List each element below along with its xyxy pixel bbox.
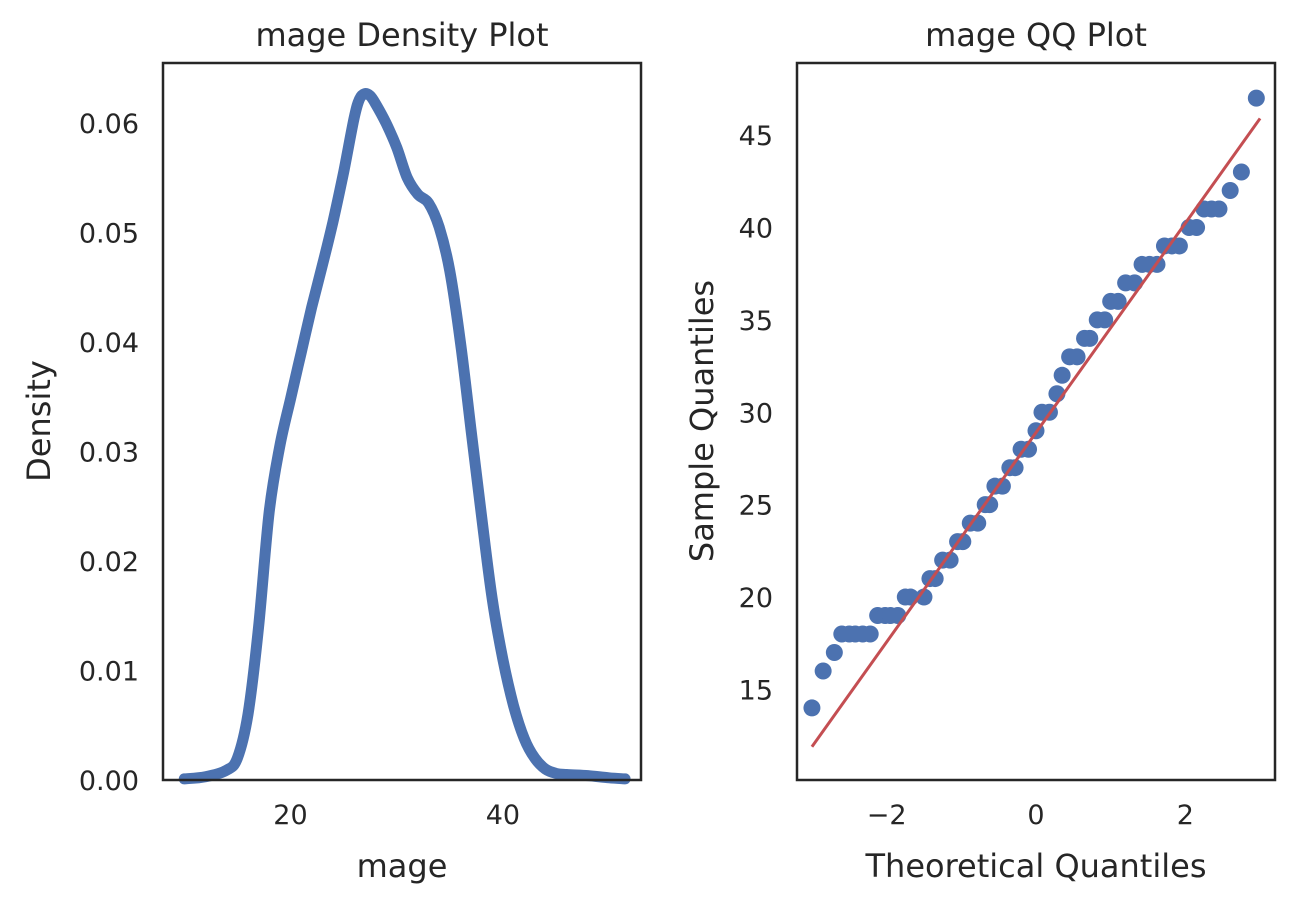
qq-point [1081,329,1099,347]
qq-y-tick-label: 45 [739,121,773,152]
qq-plot-title: mage QQ Plot [925,16,1147,54]
qq-y-tick-label: 25 [739,491,773,522]
density-curve [178,88,631,785]
qq-point [1068,348,1086,366]
density-y-tick-label: 0.04 [79,328,139,359]
density-x-ticks: 20 40 [273,800,520,831]
qq-x-tick-label: 2 [1177,800,1194,831]
density-plot-panel: mage Density Plot 20 40 0.000.010.020.030… [20,16,643,885]
qq-point [941,551,959,569]
qq-y-axis-label: Sample Quantiles [683,280,721,562]
density-y-tick-label: 0.00 [79,766,139,797]
qq-point [1221,182,1239,200]
density-y-tick-label: 0.03 [79,438,139,469]
qq-point [981,496,999,514]
qq-plot-panel: mage QQ Plot −2 0 2 15 20 25 30 35 40 45 Theoret… [683,16,1277,885]
qq-x-ticks: −2 0 2 [867,800,1194,831]
qq-point [1096,311,1114,329]
density-x-tick-label: 40 [486,800,520,831]
qq-x-tick-label: −2 [867,800,907,831]
qq-y-tick-label: 15 [739,675,773,706]
density-plot-title: mage Density Plot [255,16,548,54]
qq-point [803,699,821,717]
qq-point [915,588,933,606]
qq-point [1170,237,1188,255]
qq-point [1109,292,1127,310]
qq-point [1053,366,1071,384]
qq-y-tick-label: 35 [739,306,773,337]
qq-y-tick-label: 20 [739,583,773,614]
qq-y-ticks: 15 20 25 30 35 40 45 [739,121,773,706]
qq-point [1020,440,1038,458]
density-y-tick-label: 0.02 [79,547,139,578]
qq-y-tick-label: 40 [739,213,773,244]
qq-point [1247,89,1265,107]
density-y-axis-label: Density [20,360,58,482]
density-x-tick-label: 20 [273,800,307,831]
qq-point [1006,459,1024,477]
qq-x-axis-label: Theoretical Quantiles [865,847,1207,885]
qq-point [993,477,1011,495]
qq-point [814,662,832,680]
density-x-axis-label: mage [357,847,448,885]
qq-points [803,89,1265,717]
qq-point [954,533,972,551]
density-axes-frame [161,61,643,782]
qq-axes-frame [795,61,1277,782]
qq-point [861,625,879,643]
qq-point [825,643,843,661]
density-y-tick-label: 0.06 [79,109,139,140]
qq-reference-line [810,117,1262,748]
qq-point [926,570,944,588]
qq-point [1210,200,1228,218]
qq-point [1232,163,1250,181]
density-y-tick-label: 0.01 [79,657,139,688]
qq-point [1126,274,1144,292]
density-y-ticks: 0.00 0.01 0.02 0.03 0.04 0.05 0.06 [79,109,139,797]
qq-point [1188,218,1206,236]
density-y-tick-label: 0.05 [79,219,139,250]
qq-x-tick-label: 0 [1027,800,1044,831]
qq-y-tick-label: 30 [739,398,773,429]
